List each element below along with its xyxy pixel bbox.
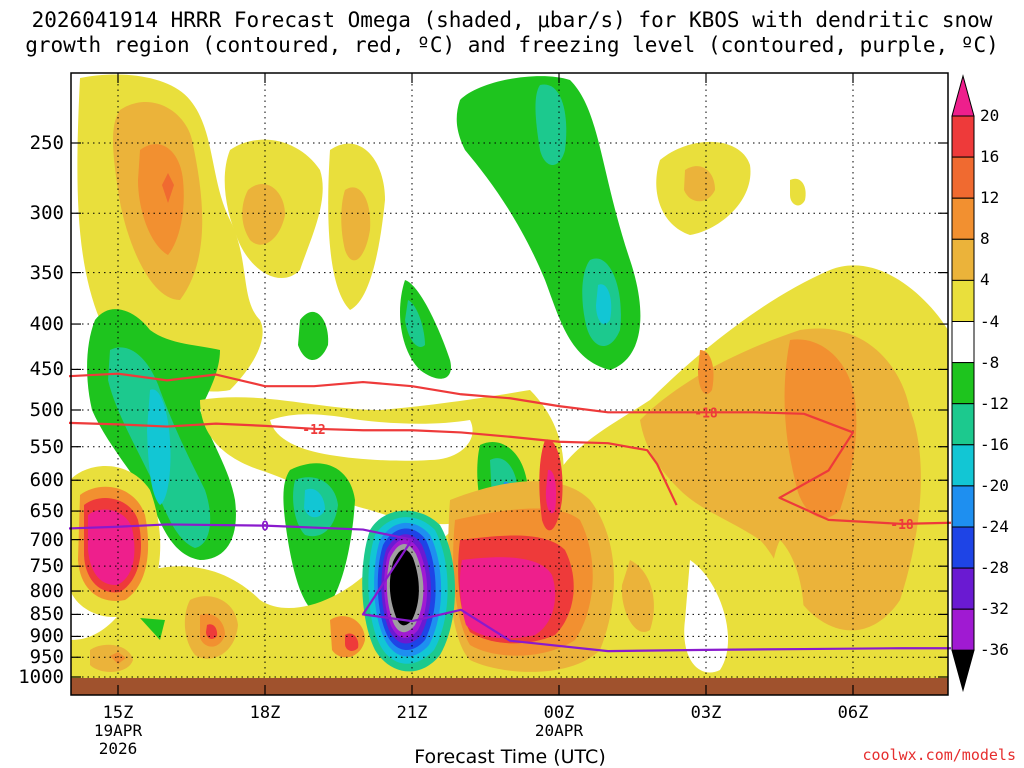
colorbar-cap-bottom (951, 649, 975, 693)
colorbar-swatch (951, 444, 975, 487)
x-tick-label: 18Z (249, 703, 281, 723)
colorbar-label: -4 (980, 311, 1000, 331)
x-tick-label: 15Z (102, 703, 134, 723)
colorbar-swatch (951, 156, 975, 199)
dgz-contour (68, 421, 678, 506)
freezing-level-contour-label: 0 (261, 520, 269, 535)
freezing-level-contour (68, 523, 951, 653)
omega-shade-region (345, 633, 359, 651)
colorbar-label: 12 (980, 188, 1000, 208)
x-tick-year: 2026 (98, 739, 138, 758)
dgz-contour-label: -12 (302, 423, 325, 438)
x-tick-label: 00Z (543, 703, 575, 723)
colorbar-cap-top (951, 74, 975, 117)
omega-shade-region (138, 144, 184, 255)
omega-shade-region (684, 166, 715, 202)
omega-shade-region (459, 557, 556, 639)
y-tick-label: 750 (29, 555, 64, 578)
colorbar-swatch (951, 403, 975, 446)
y-tick-label: 550 (29, 435, 64, 458)
x-tick-label: 21Z (396, 703, 428, 723)
colorbar-label: -16 (980, 434, 1009, 454)
colorbar-label: -32 (980, 599, 1009, 619)
y-tick-label: 700 (29, 528, 64, 551)
y-tick-label: 1000 (18, 666, 64, 688)
omega-shade-region (839, 570, 856, 610)
colorbar-swatch (951, 608, 975, 651)
omega-shade-region (304, 488, 325, 518)
y-tick-label: 650 (29, 500, 64, 523)
colorbar-swatch (951, 485, 975, 528)
omega-shade-region (242, 184, 285, 245)
colorbar-label: -36 (980, 640, 1009, 660)
omega-shade-region (698, 350, 714, 394)
y-tick-label: 250 (29, 132, 64, 154)
y-tick-label: 400 (29, 313, 64, 336)
plot-grid (71, 73, 948, 695)
omega-shade-region (110, 652, 126, 664)
colorbar-swatch (951, 321, 975, 364)
chart-title-line2: growth region (contoured, red, ºC) and f… (25, 33, 999, 57)
omega-shade-region (769, 540, 804, 669)
plot-frame (70, 72, 949, 696)
omega-shade-region (790, 178, 806, 206)
x-tick-label: 03Z (690, 703, 722, 723)
omega-shade-region (341, 187, 371, 261)
y-tick-label: 350 (29, 261, 64, 284)
colorbar-label: -12 (980, 393, 1009, 413)
dgz-contour (68, 372, 755, 414)
chart-title-line1: 2026041914 HRRR Forecast Omega (shaded, … (31, 8, 993, 32)
x-tick-label: 06Z (837, 703, 869, 723)
omega-shade-region (162, 173, 174, 203)
omega-shade-region (298, 311, 329, 360)
omega-shade-region (405, 300, 425, 348)
colorbar-swatch (951, 238, 975, 281)
y-tick-label: 450 (29, 358, 64, 381)
omega-shade-region (206, 624, 218, 639)
omega-shading (71, 74, 948, 695)
colorbar (951, 74, 975, 693)
colorbar-label: -20 (980, 475, 1009, 495)
y-tick-label: 500 (29, 399, 64, 421)
y-tick-label: 900 (29, 625, 64, 648)
colorbar-swatch (951, 115, 975, 158)
colorbar-swatch (951, 197, 975, 240)
contour-lines: -12 -18 -18 0 (68, 372, 952, 653)
colorbar-label: -28 (980, 558, 1009, 578)
colorbar-swatch (951, 567, 975, 610)
dgz-contour-label: -18 (694, 406, 718, 421)
omega-shade-region (147, 389, 171, 505)
y-tick-label: 600 (29, 469, 64, 492)
omega-shade-region (90, 644, 133, 672)
colorbar-swatch (951, 526, 975, 569)
colorbar-label: 4 (980, 270, 990, 290)
omega-shade-region (140, 618, 165, 640)
colorbar-swatch (951, 279, 975, 322)
omega-shade-region (621, 560, 654, 632)
colorbar-swatch (951, 362, 975, 405)
dgz-contour (754, 411, 952, 525)
colorbar-label: -8 (980, 352, 1000, 372)
credit-link[interactable]: coolwx.com/models (862, 746, 1016, 764)
dgz-contour-label: -18 (890, 518, 914, 533)
omega-shade-region (596, 284, 612, 325)
y-tick-label: 800 (29, 580, 64, 603)
y-tick-label: 950 (29, 646, 64, 669)
colorbar-label: 20 (980, 106, 1000, 125)
y-tick-label: 850 (29, 603, 64, 626)
x-axis-title: Forecast Time (UTC) (414, 746, 606, 768)
omega-shade-region (784, 339, 857, 519)
colorbar-label: 16 (980, 147, 1000, 167)
axis-ticks (71, 73, 948, 695)
ground-surface-band (71, 678, 948, 695)
omega-shade-region (545, 469, 557, 514)
omega-shade-region (270, 414, 473, 461)
x-tick-date: 19APR (93, 721, 143, 740)
y-tick-label: 300 (29, 202, 64, 225)
omega-shade-region (684, 560, 729, 673)
colorbar-label: 8 (980, 229, 990, 249)
colorbar-label: -24 (980, 517, 1009, 536)
x-tick-date: 20APR (534, 721, 584, 740)
